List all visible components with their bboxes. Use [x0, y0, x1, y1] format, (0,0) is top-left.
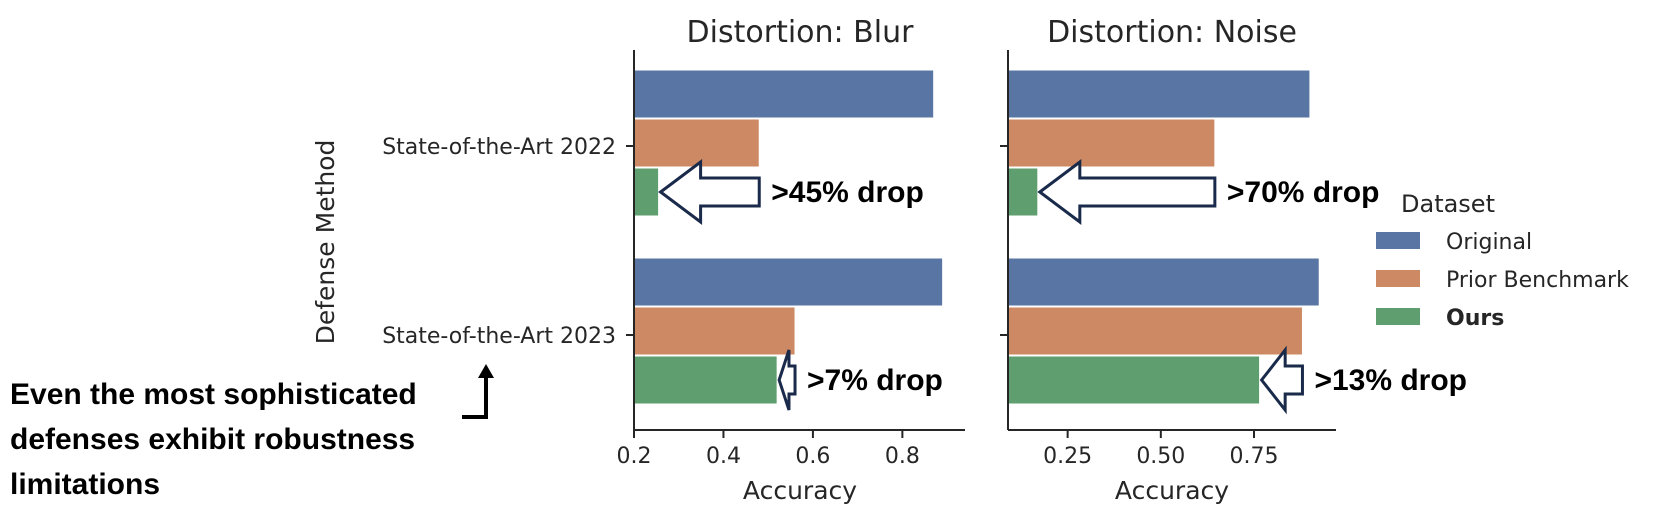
panel-blur-title: Distortion: Blur [687, 15, 915, 50]
panel-noise-x-ticks: 0.25 0.50 0.75 [1043, 430, 1278, 469]
panel-noise-annotations: >70% drop >13% drop [1037, 159, 1467, 415]
legend-swatch-original [1376, 232, 1420, 249]
legend-label-ours: Ours [1446, 306, 1504, 331]
note-line-2: defenses exhibit robustness [10, 423, 415, 456]
note: Even the most sophisticated defenses exh… [10, 364, 494, 501]
legend-swatch-prior [1376, 270, 1420, 287]
drop-annotation: >45% drop [771, 176, 924, 209]
drop-annotation: >70% drop [1227, 176, 1380, 209]
panel-blur-x-ticks: 0.2 0.4 0.6 0.8 [617, 430, 920, 469]
panel-blur: Distortion: Blur 0.2 0.4 0.6 0.8 State-of-t… [311, 15, 965, 505]
drop-annotation: >7% drop [807, 364, 943, 397]
drop-arrow-icon [1037, 159, 1217, 225]
panel-noise-title: Distortion: Noise [1047, 15, 1297, 50]
legend-label-original: Original [1446, 230, 1532, 255]
y-tick-label-2023: State-of-the-Art 2023 [382, 324, 616, 349]
x-tick-label: 0.6 [795, 444, 830, 469]
bar-original-2023 [1007, 257, 1320, 307]
x-tick-label: 0.50 [1136, 444, 1185, 469]
panel-blur-y-ticks: State-of-the-Art 2022 State-of-the-Art 2… [382, 135, 634, 349]
bar-original-2022 [633, 69, 935, 119]
drop-arrow-icon [1259, 345, 1304, 415]
panel-noise-bars [1007, 69, 1320, 405]
note-bent-arrow-icon [462, 374, 488, 419]
bar-original-2023 [633, 257, 944, 307]
x-tick-label: 0.2 [617, 444, 652, 469]
bar-original-2022 [1007, 69, 1311, 119]
bar-ours-2022 [633, 167, 660, 217]
panel-noise: Distortion: Noise 0.25 0.50 0.75 Accuracy … [1000, 15, 1467, 505]
bar-prior-2023 [1007, 306, 1303, 356]
legend-title: Dataset [1401, 190, 1495, 218]
bar-ours-2022 [1007, 167, 1039, 217]
x-tick-label: 0.4 [706, 444, 741, 469]
drop-arrow-icon [658, 159, 761, 225]
bar-ours-2023 [1007, 355, 1261, 405]
y-tick-label-2022: State-of-the-Art 2022 [382, 135, 616, 160]
x-tick-label: 0.25 [1043, 444, 1092, 469]
bar-ours-2023 [633, 355, 778, 405]
note-arrow-head-icon [478, 364, 494, 378]
legend-label-prior: Prior Benchmark [1446, 268, 1629, 293]
bar-prior-2022 [1007, 118, 1216, 168]
legend-swatch-ours [1376, 308, 1420, 325]
panel-blur-annotations: >45% drop >7% drop [658, 159, 943, 411]
panel-blur-bars [633, 69, 944, 405]
panel-noise-x-label: Accuracy [1115, 476, 1229, 505]
panel-blur-x-label: Accuracy [743, 476, 857, 505]
x-tick-label: 0.75 [1230, 444, 1279, 469]
drop-arrow-icon [777, 349, 797, 411]
x-tick-label: 0.8 [885, 444, 920, 469]
legend: Dataset Original Prior Benchmark Ours [1376, 190, 1629, 331]
note-line-1: Even the most sophisticated [10, 378, 417, 411]
drop-annotation: >13% drop [1314, 364, 1467, 397]
bar-prior-2022 [633, 118, 760, 168]
y-axis-label: Defense Method [311, 140, 340, 345]
bar-prior-2023 [633, 306, 796, 356]
note-line-3: limitations [10, 468, 160, 501]
